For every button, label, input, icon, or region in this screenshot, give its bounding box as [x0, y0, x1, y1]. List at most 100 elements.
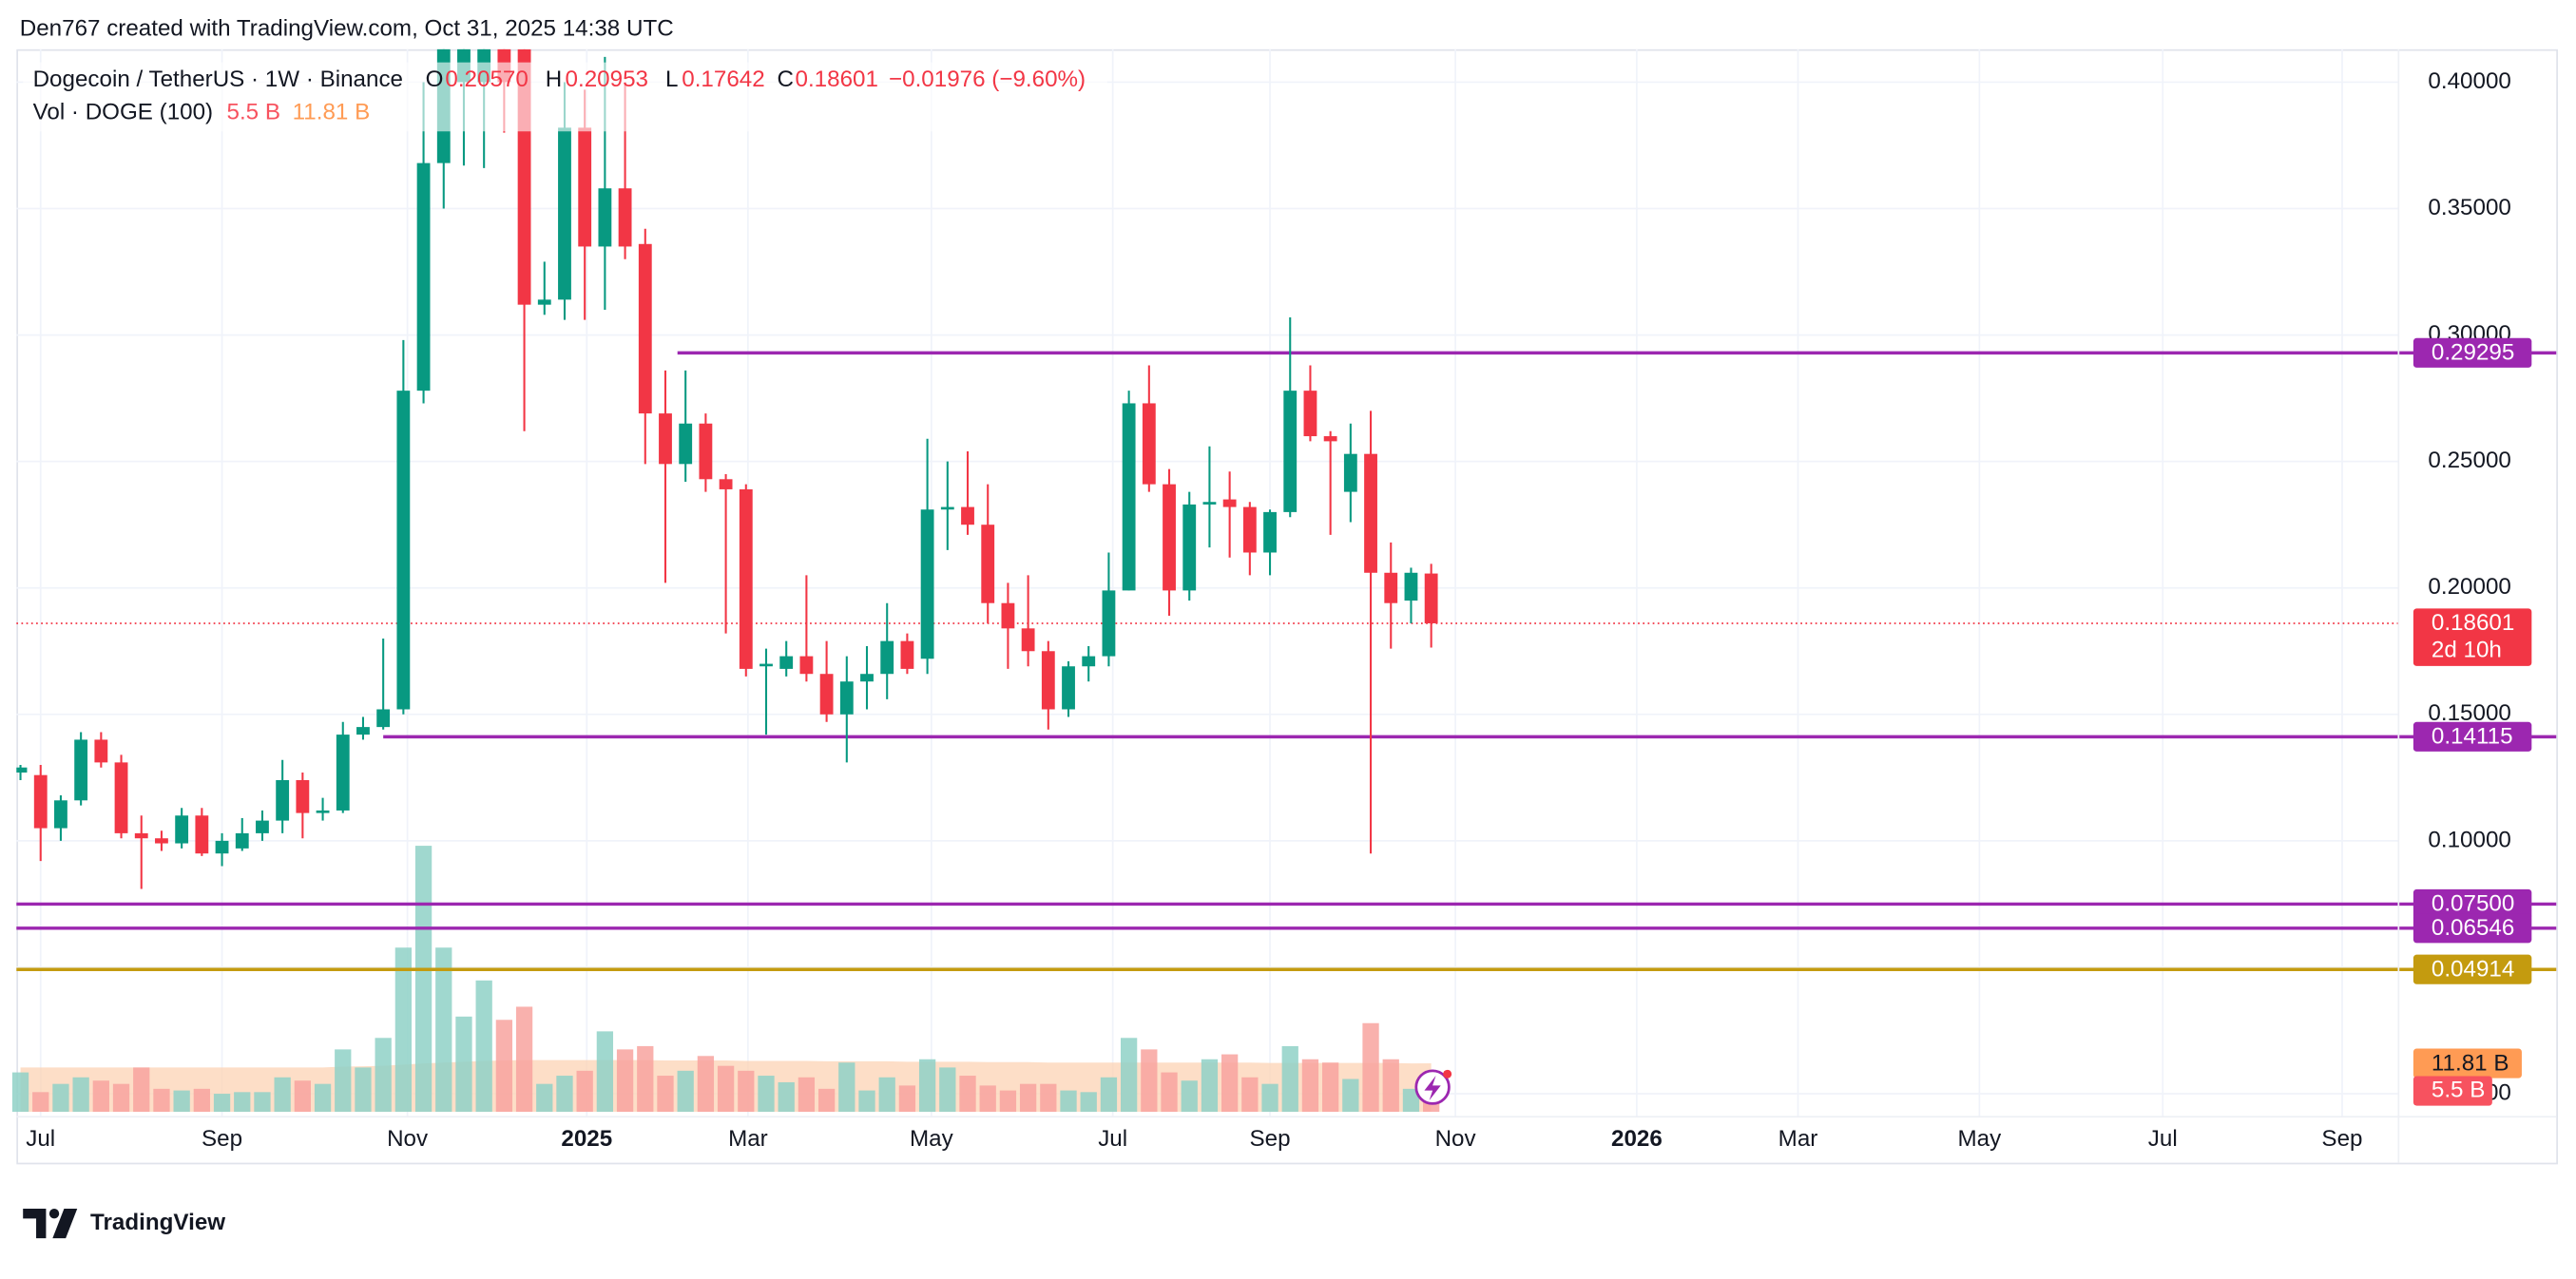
candle-body: [537, 299, 551, 305]
volume-bar: [1040, 1083, 1057, 1113]
volume-bar: [72, 1077, 89, 1113]
candle-body: [779, 656, 794, 669]
volume-bar: [878, 1077, 895, 1113]
volume-bar: [52, 1083, 69, 1113]
legend-l-label: L: [665, 67, 678, 92]
y-tick-label: 0.25000: [2428, 448, 2510, 473]
candle-body: [1102, 590, 1116, 657]
volume-bar: [536, 1083, 553, 1113]
candle-body: [1404, 572, 1418, 601]
legend-h-label: H: [546, 67, 562, 92]
candle-body: [1082, 656, 1096, 667]
candle-body: [1384, 572, 1398, 603]
volume-pane: [11, 846, 1440, 1113]
volume-bar: [918, 1059, 936, 1113]
volume-bar: [1019, 1083, 1037, 1113]
volume-bar: [758, 1076, 775, 1113]
x-tick-label: May: [910, 1126, 954, 1152]
candle-body: [396, 391, 411, 710]
volume-bar: [173, 1090, 190, 1113]
candle-body: [114, 762, 128, 833]
legend-h: 0.20953: [566, 67, 648, 92]
level-label-box: [2413, 721, 2532, 752]
last-price-label: 0.18601: [2432, 610, 2514, 636]
logo-part: [48, 1209, 60, 1219]
volume-bar: [556, 1076, 573, 1113]
volume-bar: [697, 1056, 715, 1113]
candle-body: [940, 506, 954, 510]
volume-bar: [596, 1031, 614, 1113]
legend-change: −0.01976 (−9.60%): [889, 67, 1086, 92]
volume-bar: [979, 1085, 996, 1113]
level-label: 0.07500: [2432, 891, 2514, 917]
x-tick-label: Sep: [1250, 1126, 1291, 1152]
volume-bar: [394, 947, 413, 1113]
candle-body: [1303, 391, 1317, 437]
volume-bar: [738, 1070, 755, 1113]
volume-bar: [455, 1016, 472, 1113]
candle-body: [356, 727, 370, 735]
volume-bar: [375, 1038, 392, 1113]
logo-part: [23, 1209, 47, 1239]
level-label: 0.29295: [2432, 340, 2514, 366]
legend-vol-title: Vol · DOGE (100): [33, 100, 214, 125]
candle-body: [880, 640, 894, 675]
level-label-box: [2413, 913, 2532, 944]
candle-body: [739, 488, 753, 669]
logo-part: [52, 1209, 78, 1239]
candle-body: [1001, 602, 1015, 629]
volume-bar: [637, 1045, 654, 1113]
candle-body: [659, 413, 672, 465]
volume-bar: [254, 1092, 271, 1113]
candle-body: [376, 709, 391, 728]
volume-bar: [355, 1067, 372, 1113]
volume-ma-label: 11.81 B: [2432, 1050, 2509, 1076]
y-tick-label: 0.15000: [2428, 700, 2510, 726]
candle-body: [134, 832, 148, 839]
volume-ma-box: [2413, 1048, 2522, 1079]
candle-body: [1364, 453, 1377, 573]
candle-body: [1242, 506, 1257, 553]
legend-c: 0.18601: [796, 67, 878, 92]
candle-body: [1142, 403, 1156, 485]
x-tick-label: Sep: [2321, 1126, 2362, 1152]
candle-body: [1202, 502, 1217, 505]
volume-bar: [1221, 1054, 1239, 1113]
candle-body: [679, 423, 693, 465]
level-label-box: [2413, 337, 2532, 368]
volume-bar: [1100, 1077, 1118, 1113]
candle-body: [74, 739, 88, 801]
volume-bar: [717, 1065, 735, 1113]
x-tick-label: May: [1957, 1126, 2002, 1152]
level-label: 0.06546: [2432, 915, 2514, 941]
x-tick-label: Jul: [2148, 1126, 2178, 1152]
level-label: 0.14115: [2432, 724, 2513, 750]
x-tick-label: Jul: [1098, 1126, 1127, 1152]
candle-body: [860, 674, 874, 682]
volume-bar: [1141, 1049, 1158, 1113]
volume-bar: [778, 1081, 795, 1113]
candle-body: [1122, 403, 1136, 591]
candle-body: [235, 832, 249, 849]
legend-l: 0.17642: [682, 67, 764, 92]
candle-body: [598, 188, 612, 247]
y-tick-label: 0.40000: [2428, 68, 2510, 94]
volume-bar: [1060, 1090, 1077, 1113]
candle-body: [759, 663, 773, 667]
legend-o: 0.20570: [445, 67, 528, 92]
candle-body: [33, 774, 48, 829]
legend-o-label: O: [426, 67, 444, 92]
volume-bar: [1281, 1045, 1298, 1113]
volume-bar: [959, 1076, 976, 1113]
volume-bar: [92, 1080, 109, 1113]
volume-bar: [213, 1094, 231, 1113]
volume-bar: [435, 947, 452, 1113]
replay-icon: [1414, 1069, 1452, 1105]
level-label-box: [2413, 954, 2532, 984]
volume-bar: [1241, 1077, 1259, 1113]
candle-body: [638, 243, 652, 414]
volume-bar: [898, 1085, 916, 1113]
volume-bar: [234, 1092, 251, 1113]
x-tick-label: Nov: [387, 1126, 429, 1152]
